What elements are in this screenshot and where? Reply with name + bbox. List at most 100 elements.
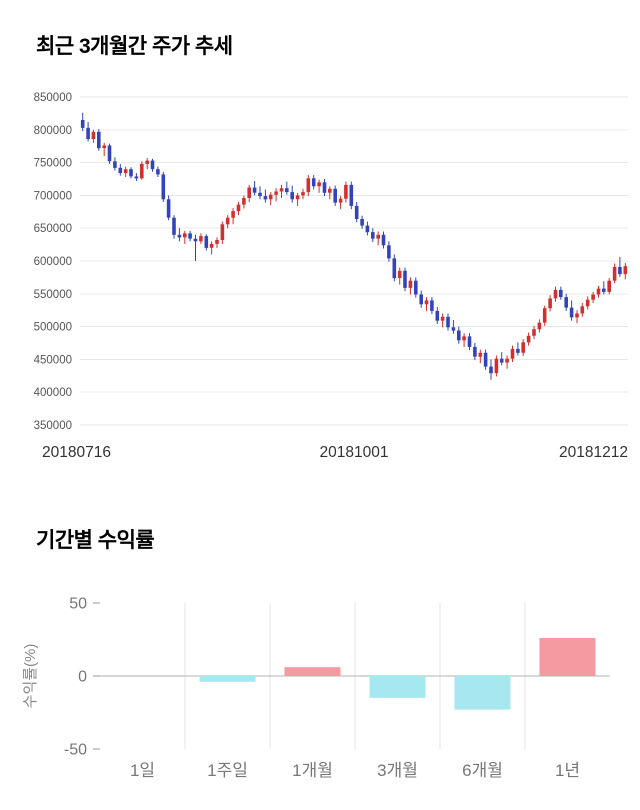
candle-body bbox=[516, 348, 520, 353]
candle-body bbox=[623, 266, 628, 275]
return-bar bbox=[284, 667, 341, 676]
price-y-tick-label: 400000 bbox=[34, 387, 72, 399]
candle-body bbox=[102, 145, 106, 149]
returns-category-label: 1개월 bbox=[292, 761, 333, 780]
price-y-tick-label: 550000 bbox=[34, 289, 72, 301]
candle-body bbox=[494, 358, 499, 374]
candle-body bbox=[462, 336, 466, 341]
candle-body bbox=[129, 169, 133, 177]
candle-body bbox=[295, 195, 300, 200]
candle-body bbox=[193, 238, 198, 242]
candle-body bbox=[419, 294, 423, 305]
candle-body bbox=[596, 288, 601, 295]
candle-body bbox=[414, 280, 418, 295]
price-y-tick-label: 350000 bbox=[34, 420, 72, 432]
candle-body bbox=[381, 234, 386, 246]
returns-y-tick-label: -50 bbox=[64, 742, 87, 759]
returns-y-axis: 50 0 -50 수익률(%) bbox=[22, 596, 100, 759]
candle-body bbox=[575, 313, 579, 318]
returns-y-tick-label: 0 bbox=[78, 669, 87, 686]
period-returns-bar-chart: 50 0 -50 수익률(%) 1일 1주일 1개월 3개월 6개월 1년 bbox=[22, 596, 610, 780]
price-chart-title: 최근 3개월간 주가 추세 bbox=[36, 35, 233, 58]
candle-body bbox=[268, 194, 273, 200]
candle-body bbox=[510, 348, 515, 359]
candle-body bbox=[220, 224, 225, 240]
returns-grid bbox=[100, 603, 610, 749]
returns-category-label: 1년 bbox=[555, 761, 580, 780]
price-candlestick-chart: 850000 800000 750000 700000 650000 600000 5500… bbox=[34, 92, 628, 461]
candle-body bbox=[80, 120, 85, 128]
return-bar bbox=[539, 638, 596, 676]
candle-body bbox=[526, 335, 531, 343]
candle-body bbox=[183, 233, 187, 238]
candle-body bbox=[424, 300, 429, 305]
candle-body bbox=[521, 342, 525, 353]
candle-body bbox=[301, 192, 305, 196]
candle-body bbox=[602, 288, 606, 292]
candle-body bbox=[247, 187, 251, 198]
price-grid: 850000 800000 750000 700000 650000 600000 5500… bbox=[34, 92, 628, 432]
returns-y-axis-title: 수익률(%) bbox=[22, 644, 39, 709]
candle-body bbox=[607, 280, 611, 292]
candle-body bbox=[140, 163, 144, 179]
candle-body bbox=[365, 225, 370, 233]
candle-body bbox=[209, 243, 214, 248]
candle-body bbox=[188, 233, 192, 239]
candle-body bbox=[457, 330, 461, 341]
price-y-tick-label: 800000 bbox=[34, 125, 72, 137]
price-x-tick-label: 20181001 bbox=[320, 444, 389, 461]
candle-body bbox=[612, 266, 617, 281]
candle-body bbox=[532, 329, 536, 336]
candle-body bbox=[403, 270, 407, 288]
price-y-tick-label: 500000 bbox=[34, 322, 72, 334]
candle-body bbox=[225, 217, 230, 225]
candle-body bbox=[236, 204, 241, 212]
candle-body bbox=[285, 188, 289, 193]
candle-body bbox=[505, 358, 509, 363]
candle-body bbox=[392, 258, 397, 279]
candle-body bbox=[387, 245, 391, 259]
candle-body bbox=[408, 280, 413, 288]
return-bar bbox=[369, 676, 426, 698]
candle-body bbox=[199, 236, 203, 242]
candle-body bbox=[156, 169, 160, 175]
returns-y-tick-label: 50 bbox=[69, 596, 87, 613]
candle-body bbox=[354, 205, 359, 219]
candle-body bbox=[113, 161, 117, 168]
candle-body bbox=[145, 160, 149, 164]
return-bar bbox=[454, 676, 511, 710]
candle-body bbox=[123, 169, 128, 174]
candle-body bbox=[553, 289, 558, 299]
candle-body bbox=[279, 188, 284, 192]
candle-body bbox=[376, 234, 380, 239]
candle-body bbox=[311, 178, 316, 187]
candle-body bbox=[231, 211, 235, 218]
candle-body bbox=[328, 188, 332, 193]
candle-body bbox=[537, 322, 542, 330]
candle-body bbox=[548, 298, 552, 309]
candle-body bbox=[306, 178, 311, 193]
candle-body bbox=[580, 306, 585, 314]
candle-body bbox=[242, 198, 246, 205]
candle-body bbox=[440, 316, 445, 321]
candle-body bbox=[177, 234, 182, 238]
price-y-tick-label: 600000 bbox=[34, 256, 72, 268]
price-y-tick-label: 450000 bbox=[34, 354, 72, 366]
returns-category-label: 1일 bbox=[130, 761, 155, 780]
candle-body bbox=[489, 366, 493, 374]
candle-body bbox=[569, 307, 574, 318]
candle-body bbox=[564, 297, 568, 308]
candle-body bbox=[618, 266, 622, 275]
returns-category-label: 6개월 bbox=[462, 761, 503, 780]
candle-body bbox=[97, 131, 101, 149]
candle-body bbox=[263, 196, 268, 200]
candle-body bbox=[397, 270, 402, 278]
candle-body bbox=[338, 198, 343, 203]
candle-body bbox=[215, 240, 219, 244]
returns-chart-title: 기간별 수익률 bbox=[36, 529, 155, 552]
price-y-tick-label: 850000 bbox=[34, 92, 72, 104]
candle-body bbox=[317, 182, 321, 187]
candle-body bbox=[435, 310, 440, 321]
candle-body bbox=[150, 160, 155, 170]
candle-body bbox=[499, 358, 504, 363]
